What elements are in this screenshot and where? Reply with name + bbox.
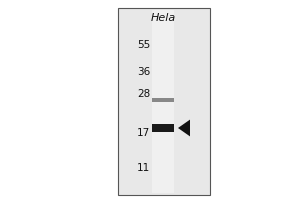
Polygon shape [178,120,190,136]
Text: Hela: Hela [150,13,176,23]
Bar [152,98,174,102]
Text: 28: 28 [137,89,150,99]
Bar [118,8,210,195]
Text: 55: 55 [137,40,150,50]
Text: 11: 11 [137,163,150,173]
Text: 17: 17 [137,128,150,138]
Bar [152,124,174,132]
Text: 36: 36 [137,67,150,77]
Bar [152,10,174,193]
